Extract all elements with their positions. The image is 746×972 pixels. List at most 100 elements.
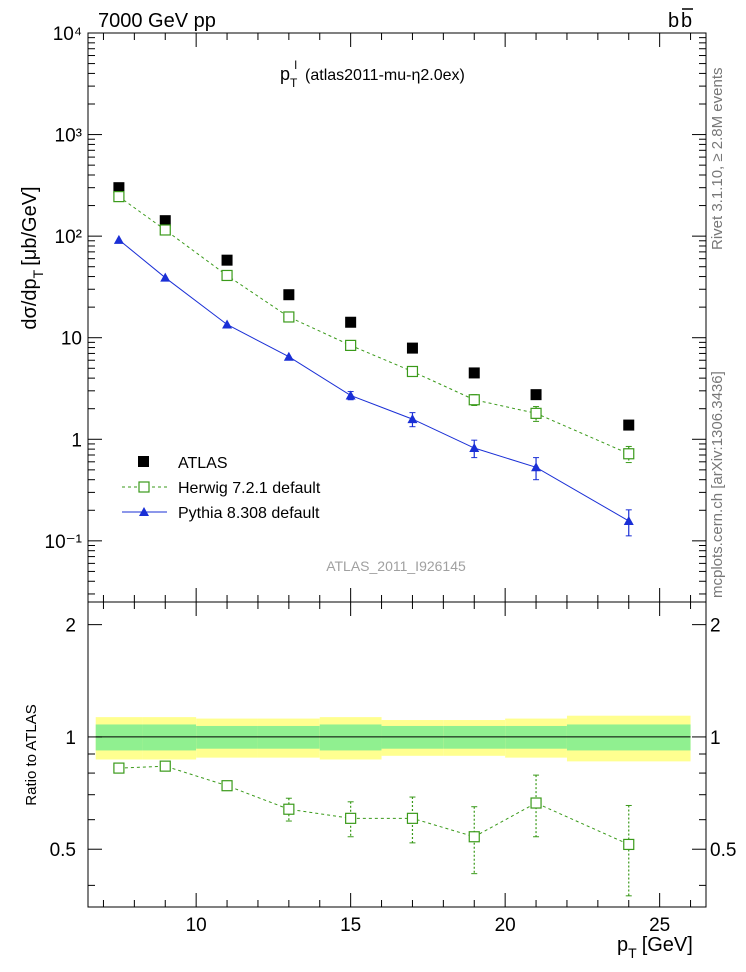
- title-main: p: [280, 64, 290, 84]
- legend-item-atlas: ATLAS: [138, 455, 228, 472]
- series-line: [118, 239, 630, 522]
- data-point: [623, 419, 635, 431]
- ratio-line: [118, 765, 629, 845]
- side-label-top: Rivet 3.1.10, ≥ 2.8M events: [709, 68, 726, 251]
- header-right-bar: b: [681, 10, 692, 32]
- ratio-point: [113, 762, 125, 774]
- data-point: [530, 389, 542, 401]
- ratio-y-tick-label: 2: [65, 616, 76, 637]
- ylabel-post: [μb/GeV]: [19, 186, 41, 265]
- header-right-base: b: [668, 10, 679, 32]
- x-tick-label: 15: [340, 915, 361, 936]
- ratio-uncertainty-bands: [95, 715, 691, 762]
- data-point: [623, 448, 635, 460]
- ratio-ticks: [88, 602, 706, 907]
- ratio-point: [406, 812, 419, 824]
- main-y-tick-label: 1: [71, 430, 82, 451]
- ratio-y-tick-label-right: 0.5: [710, 840, 736, 861]
- legend-pythia-marker: [139, 507, 149, 516]
- title-sup: l: [294, 58, 297, 72]
- x-tick-label: 20: [495, 915, 516, 936]
- main-series: [113, 182, 635, 537]
- ratio-y-tick-label-right: 1: [710, 728, 721, 749]
- data-point: [221, 269, 233, 282]
- ratio-point: [221, 780, 233, 792]
- main-y-tick-label: 10⁻¹: [45, 532, 83, 553]
- ratio-frame: [87, 601, 707, 908]
- main-title: pTl (atlas2011-mu-η2.0ex): [280, 58, 465, 90]
- ratio-series: [113, 760, 635, 897]
- data-point: [159, 215, 171, 227]
- ratio-point: [623, 838, 635, 851]
- main-y-tick-label: 10²: [55, 227, 82, 248]
- ratio-y-label: Ratio to ATLAS: [23, 704, 40, 805]
- legend-item-pythia: Pythia 8.308 default: [122, 505, 320, 522]
- xlabel-main: p: [617, 934, 628, 956]
- legend-herwig-marker: [138, 481, 150, 493]
- band-inner: [319, 724, 382, 751]
- x-tick-label: 10: [186, 915, 207, 936]
- data-point: [468, 394, 480, 406]
- ratio-point: [530, 797, 542, 809]
- x-tick-label: 25: [649, 915, 670, 936]
- series-open-square: [113, 191, 635, 464]
- ratio-y-tick-labels: 0.5 0.5 1 1 2 2: [50, 616, 737, 862]
- data-point: [345, 316, 357, 328]
- xlabel-post: [GeV]: [642, 934, 693, 956]
- data-point: [113, 234, 124, 244]
- band-inner: [566, 724, 691, 751]
- main-y-tick-label: 10: [61, 329, 82, 350]
- ratio-point: [159, 760, 171, 772]
- data-point: [283, 351, 294, 361]
- ratio-y-tick-label: 1: [65, 728, 76, 749]
- data-point: [531, 462, 542, 472]
- data-point: [468, 367, 480, 379]
- header-left: 7000 GeV pp: [98, 10, 216, 32]
- legend-atlas-label: ATLAS: [178, 455, 228, 472]
- data-point: [530, 407, 542, 419]
- ratio-point: [283, 803, 295, 815]
- data-point: [469, 443, 480, 453]
- data-point: [406, 342, 418, 354]
- watermark: ATLAS_2011_I926145: [326, 558, 466, 574]
- legend-item-herwig: Herwig 7.2.1 default: [122, 480, 321, 497]
- data-point: [407, 414, 418, 424]
- main-y-label: dσ/dpT [μb/GeV]: [19, 186, 46, 329]
- ratio-panel: 0.5 0.5 1 1 2 2 10 15 20 25 Ratio to ATLAS pT [Ge…: [23, 601, 737, 961]
- title-sub: T: [290, 76, 298, 90]
- data-point: [283, 289, 295, 301]
- legend-herwig-label: Herwig 7.2.1 default: [178, 480, 321, 497]
- ratio-point: [345, 812, 357, 824]
- data-point: [345, 390, 356, 400]
- ratio-series-open-square: [113, 760, 635, 897]
- main-y-tick-labels: 10⁻¹ 1 10 10² 10³ 10⁴: [45, 24, 83, 553]
- x-axis-label: pT [GeV]: [617, 934, 693, 961]
- ratio-y-tick-label-right: 2: [710, 616, 721, 637]
- ylabel-pre: dσ/dp: [19, 278, 41, 329]
- data-point: [221, 254, 233, 266]
- side-label-bottom: mcplots.cern.ch [arXiv:1306.3436]: [709, 371, 726, 598]
- data-point: [113, 191, 125, 203]
- series-line: [118, 196, 629, 455]
- xlabel-sub: T: [628, 945, 637, 961]
- data-point: [283, 311, 295, 323]
- header-right: b b: [668, 8, 693, 32]
- band-inner: [142, 724, 197, 751]
- legend: ATLAS Herwig 7.2.1 default Pythia 8.308 …: [122, 455, 321, 522]
- data-point: [159, 224, 171, 236]
- series-filled-square: [113, 182, 635, 431]
- main-y-tick-label: 10⁴: [53, 24, 82, 45]
- legend-pythia-label: Pythia 8.308 default: [178, 505, 320, 522]
- band-inner: [95, 724, 143, 751]
- data-point: [160, 272, 171, 282]
- data-point: [345, 339, 357, 352]
- main-ticks: [88, 32, 706, 602]
- series-filled-triangle: [113, 234, 634, 537]
- ylabel-sub: T: [30, 269, 46, 278]
- main-y-tick-label: 10³: [55, 126, 82, 147]
- ratio-point: [468, 831, 480, 843]
- title-rest: (atlas2011-mu-η2.0ex): [305, 67, 465, 84]
- data-point: [406, 365, 419, 378]
- data-point: [113, 182, 125, 194]
